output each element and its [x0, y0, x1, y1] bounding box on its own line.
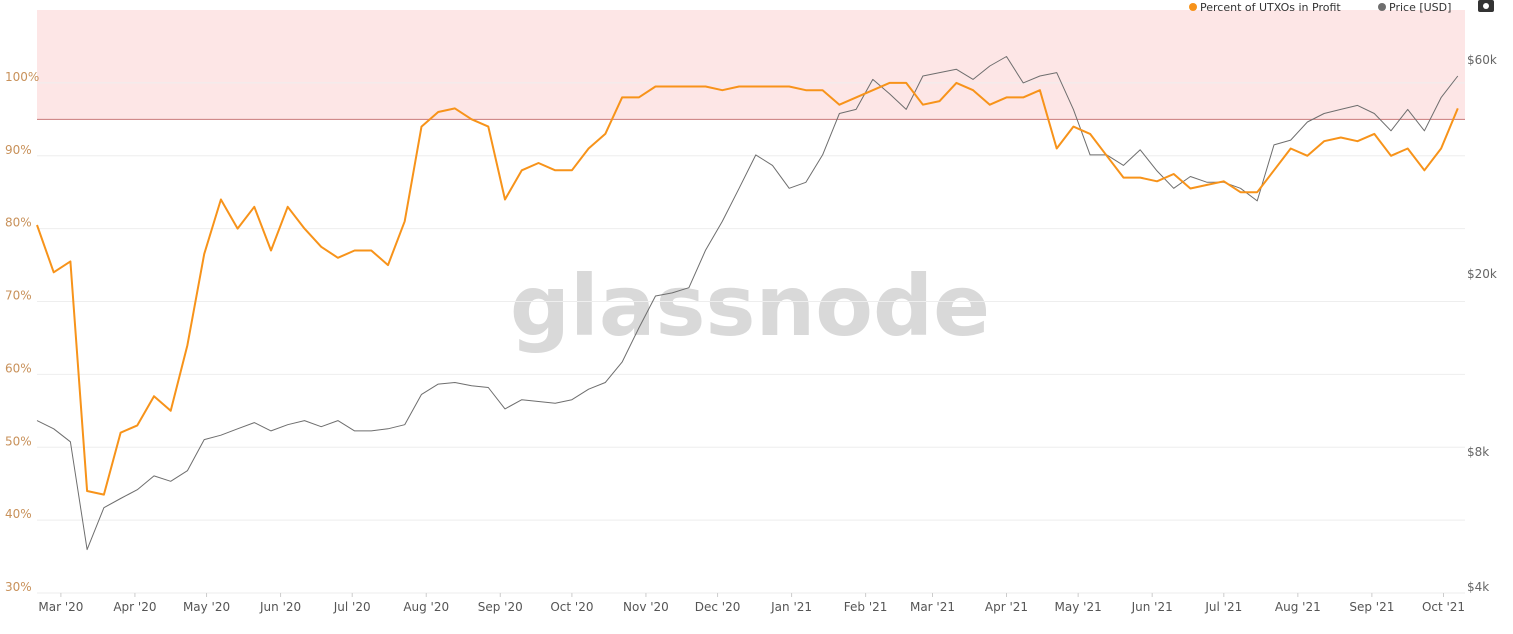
x-tick-label: Nov '20 — [623, 600, 669, 614]
x-tick-label: Aug '20 — [403, 600, 449, 614]
x-tick-label: Mar '21 — [910, 600, 955, 614]
x-tick-label: Dec '20 — [695, 600, 741, 614]
watermark: glassnode — [510, 257, 990, 355]
y-tick-label: 90% — [5, 143, 32, 157]
x-tick-label: Sep '20 — [478, 600, 523, 614]
x-tick-label: May '20 — [183, 600, 230, 614]
legend-label: Percent of UTXOs in Profit — [1200, 1, 1341, 14]
x-tick-label: Jun '21 — [1131, 600, 1173, 614]
legend-marker — [1189, 3, 1197, 11]
camera-icon[interactable] — [1478, 0, 1494, 12]
y-tick-label: 60% — [5, 361, 32, 375]
y-tick-label: 30% — [5, 580, 32, 594]
y2-tick-label: $8k — [1467, 445, 1489, 459]
x-tick-label: Feb '21 — [844, 600, 888, 614]
x-tick-label: Oct '20 — [550, 600, 593, 614]
y-tick-label: 40% — [5, 507, 32, 521]
highlight-band — [37, 10, 1465, 120]
x-tick-label: Mar '20 — [38, 600, 83, 614]
x-tick-label: Sep '21 — [1349, 600, 1394, 614]
y2-tick-label: $60k — [1467, 53, 1497, 67]
x-tick-label: Apr '21 — [985, 600, 1028, 614]
x-tick-label: Aug '21 — [1275, 600, 1321, 614]
y-tick-label: 80% — [5, 216, 32, 230]
x-tick-label: Apr '20 — [113, 600, 156, 614]
series-line — [36, 81, 1459, 496]
x-tick-label: Jun '20 — [259, 600, 301, 614]
legend-marker — [1378, 3, 1386, 11]
y-tick-label: 100% — [5, 70, 39, 84]
y2-tick-label: $20k — [1467, 267, 1497, 281]
x-tick-label: Jul '21 — [1204, 600, 1242, 614]
x-tick-label: Jan '21 — [770, 600, 812, 614]
legend-label: Price [USD] — [1389, 1, 1451, 14]
y-tick-label: 50% — [5, 434, 32, 448]
y2-tick-label: $4k — [1467, 580, 1489, 594]
y-tick-label: 70% — [5, 289, 32, 303]
x-tick-label: Oct '21 — [1422, 600, 1465, 614]
x-tick-label: Jul '20 — [333, 600, 371, 614]
x-tick-label: May '21 — [1055, 600, 1102, 614]
